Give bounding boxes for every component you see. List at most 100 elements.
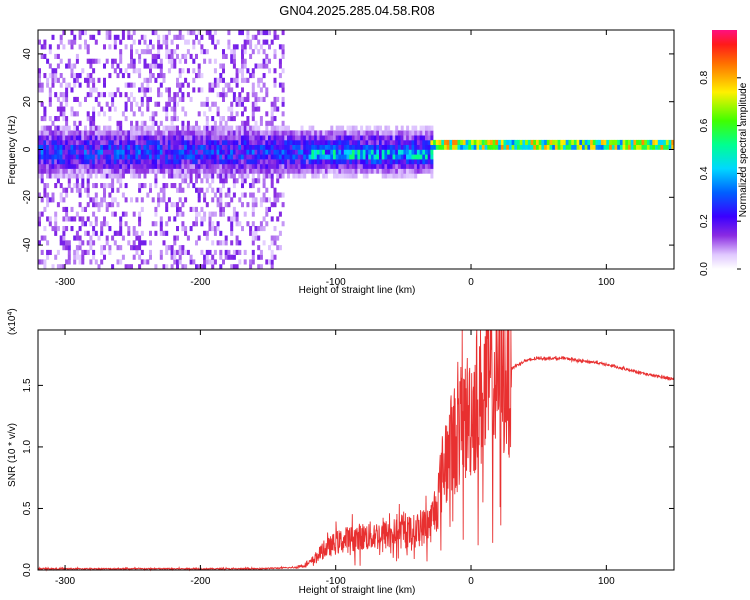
spectrogram-cell [241,58,244,64]
spectrogram-cell [127,144,131,150]
spectrogram-cell [265,130,269,136]
spectrogram-cell [416,144,420,150]
spectrogram-cell [287,125,290,131]
spectrogram-cell [303,149,307,155]
spectrogram-cell [151,30,155,36]
spectrogram-cell [262,216,266,222]
spectrogram-cell [308,168,312,174]
spectrogram-cell [335,149,339,155]
spectrogram-cell [216,77,220,83]
spectrogram-cell [59,173,63,179]
spectrogram-cell [100,221,104,227]
spectrogram-cell [116,178,120,184]
spectrogram-cell [159,73,163,79]
spectrogram-cell [414,144,418,150]
spectrogram-cell [563,139,566,145]
spectrogram-cell [127,168,131,174]
spectrogram-cell [251,139,255,145]
spectrogram-cell [173,154,177,160]
spectrogram-cell [192,149,196,155]
spectrogram-cell [425,159,428,165]
spectrogram-cell [81,221,85,227]
spectrogram-cell [100,106,104,112]
spectrogram-cell [235,44,239,50]
spectrogram-cell [111,202,115,208]
spectrogram-cell [103,197,106,203]
spectrogram-cell [230,135,234,141]
spectrogram-cell [341,135,345,141]
spectrogram-cell [319,149,323,155]
spectrogram-cell [167,130,171,136]
spectrogram-cell [370,159,374,165]
spectrogram-cell [54,154,58,160]
spectrogram-cell [268,259,271,265]
spectrogram-cell [121,73,125,79]
spectrogram-cell [105,34,109,40]
spectrogram-cell [151,73,155,79]
spectrogram-cell [108,34,112,40]
spectrogram-cell [43,116,47,122]
spectrogram-cell [94,221,98,227]
spectrogram-cell [149,139,152,145]
spectrogram-cell [408,159,412,165]
spectrogram-cell [232,58,236,64]
spectrogram-cell [343,130,347,136]
spectrogram-cell [189,259,193,265]
spectrogram-cell [268,149,271,155]
spectrogram-cell [238,221,242,227]
spectrogram-cell [278,211,282,217]
spectrogram-cell [173,240,177,246]
spectrogram-cell [465,144,469,150]
spectrogram-cell [246,34,250,40]
spectrogram-cell [159,230,163,236]
spectrogram-cell [84,39,87,45]
spectrogram-cell [127,34,131,40]
spectrogram-cell [322,159,326,165]
spectrogram-cell [138,173,142,179]
spectrogram-cell [121,192,125,198]
spectrogram-cell [230,130,234,136]
spectrogram-cell [135,230,139,236]
spectrogram-cell [265,144,269,150]
spectrogram-cell [389,163,393,169]
spectrogram-cell [370,154,374,160]
spectrogram-cell [84,139,87,145]
spectrogram-cell [273,144,277,150]
spectrogram-cell [330,163,334,169]
spectrogram-cell [149,149,152,155]
spectrogram-cell [43,163,47,169]
spectrogram-cell [365,173,369,179]
spectrogram-cell [92,116,96,122]
spectrogram-cell [311,139,315,145]
spectrogram-cell [48,173,52,179]
spectrogram-cell [78,101,82,107]
spectrogram-cell [270,163,274,169]
spectrogram-cell [146,82,150,88]
spectrogram-cell [343,154,347,160]
spectrogram-cell [108,73,112,79]
spectrogram-cell [254,197,258,203]
spectrogram-cell [165,106,169,112]
spectrogram-cell [330,149,334,155]
spectrogram-cell [213,58,217,64]
spectrogram-cell [130,173,133,179]
spectrogram-cell [84,125,87,131]
spectrogram-cell [195,178,198,184]
spectrogram-cell [376,144,380,150]
spectrogram-cell [392,168,396,174]
spectrogram-cell [165,39,169,45]
spectrogram-cell [406,144,410,150]
spectrogram-cell [65,216,69,222]
spectrogram-cell [70,149,74,155]
spectrogram-cell [43,187,47,193]
spectrogram-cell [622,139,626,145]
spectrogram-cell [135,130,139,136]
spectrogram-cell [292,139,296,145]
spectrogram-cell [56,173,60,179]
spectrogram-cell [292,130,296,136]
spectrogram-cell [395,139,399,145]
spectrogram-cell [43,168,47,174]
spectrogram-cell [81,206,85,212]
spectrogram-cell [322,135,326,141]
spectrogram-cell [154,178,158,184]
